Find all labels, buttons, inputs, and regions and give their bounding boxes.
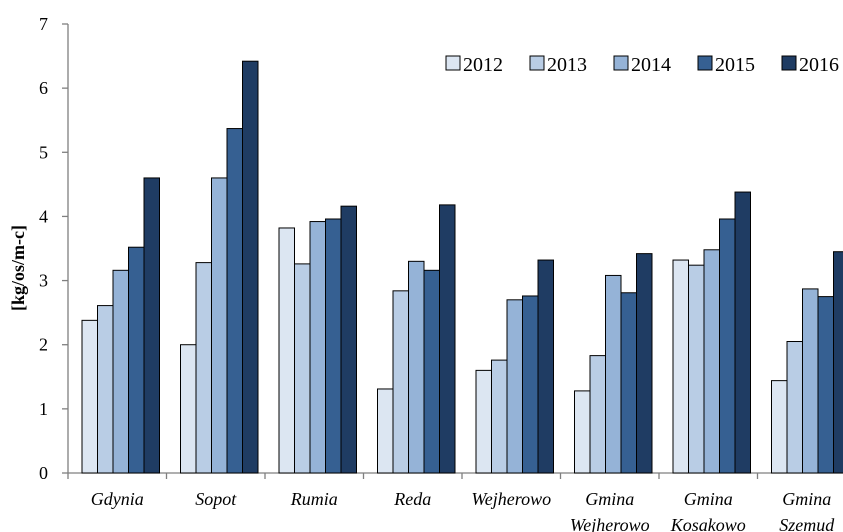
bar-2015-wejherowo <box>522 295 539 474</box>
y-tick-label: 4 <box>39 206 48 226</box>
y-tick-label: 1 <box>39 399 48 419</box>
legend-label: 2012 <box>463 54 503 76</box>
x-tick-label: Gmina <box>585 489 634 509</box>
bar-2015-gmina-kosakowo <box>719 218 736 474</box>
y-tick-label: 0 <box>39 463 48 483</box>
legend-label: 2016 <box>799 54 839 76</box>
bar-2014-rumia <box>309 221 326 474</box>
bar-2016-reda <box>439 204 456 474</box>
bar-2014-gmina-kosakowo <box>703 249 720 474</box>
bar-2015-gdynia <box>128 246 145 474</box>
bar-2014-gmina-wejherowo <box>605 274 622 474</box>
legend-label: 2015 <box>715 54 755 76</box>
bar-2013-gmina-kosakowo <box>688 264 705 474</box>
bar-2015-rumia <box>325 218 342 474</box>
x-tick-label: Gmina <box>782 489 831 509</box>
bar-2013-gmina-szemud <box>786 341 803 474</box>
legend-swatch-2013 <box>529 55 545 71</box>
x-tick-label: Wejherowo <box>471 489 551 509</box>
bar-2014-reda <box>408 260 425 474</box>
bar-2012-gdynia <box>81 319 98 474</box>
bar-2012-rumia <box>278 227 295 474</box>
y-tick-label: 5 <box>39 142 48 162</box>
x-tick-label: Rumia <box>290 489 338 509</box>
bar-2012-sopot <box>180 344 197 474</box>
bar-2014-gmina-szemud <box>802 288 819 474</box>
bar-2016-gmina-szemud <box>833 251 843 474</box>
bar-2016-gdynia <box>143 177 160 474</box>
legend-swatch-2012 <box>445 55 461 71</box>
bar-2013-sopot <box>195 262 212 474</box>
legend-label: 2013 <box>547 54 587 76</box>
bar-2013-gmina-wejherowo <box>589 355 606 474</box>
bar-2013-gdynia <box>97 305 114 474</box>
bars <box>81 60 843 474</box>
legend-swatch-2016 <box>781 55 797 71</box>
x-tick-label: Gdynia <box>91 489 144 509</box>
legend: 2012 2013 2014 2015 2016 <box>445 54 839 76</box>
bar-2012-gmina-wejherowo <box>574 390 591 474</box>
legend-swatch-2015 <box>697 55 713 71</box>
x-tick-label: Reda <box>393 489 431 509</box>
y-tick-label: 2 <box>39 335 48 355</box>
x-tick-label: Szemud <box>779 515 835 532</box>
legend-label: 2014 <box>631 54 671 76</box>
bar-2015-sopot <box>226 128 243 474</box>
bar-2014-gdynia <box>112 269 129 474</box>
category-labels: Gdynia Sopot Rumia Reda Wejherowo Gmina Wejher… <box>91 489 835 532</box>
x-tick-label: Gmina <box>684 489 733 509</box>
x-tick-label: Wejherowo <box>570 515 650 532</box>
bar-2013-rumia <box>294 263 311 474</box>
bar-2016-gmina-kosakowo <box>734 191 751 474</box>
y-axis-label: [kg/os/m-c] <box>8 225 28 311</box>
bar-2013-reda <box>392 290 409 474</box>
y-tick-label: 7 <box>39 14 48 34</box>
bar-2016-gmina-wejherowo <box>636 253 653 474</box>
x-tick-label: Sopot <box>195 489 237 509</box>
bar-2012-gmina-szemud <box>771 380 788 474</box>
bar-2013-wejherowo <box>491 359 508 474</box>
bar-2014-sopot <box>211 177 228 474</box>
x-tick-label: Kosakowo <box>670 515 746 532</box>
bar-2012-wejherowo <box>475 369 492 474</box>
bar-2016-wejherowo <box>537 259 554 474</box>
bar-2016-sopot <box>242 60 259 474</box>
bar-2015-gmina-szemud <box>817 296 834 474</box>
legend-swatch-2014 <box>613 55 629 71</box>
bar-2016-rumia <box>340 205 357 474</box>
bar-2012-gmina-kosakowo <box>672 259 689 474</box>
bar-2015-reda <box>423 269 440 474</box>
bar-2014-wejherowo <box>506 299 523 474</box>
bar-2012-reda <box>377 388 394 474</box>
bar-2015-gmina-wejherowo <box>620 292 637 474</box>
y-tick-label: 3 <box>39 271 48 291</box>
y-tick-label: 6 <box>39 78 48 98</box>
